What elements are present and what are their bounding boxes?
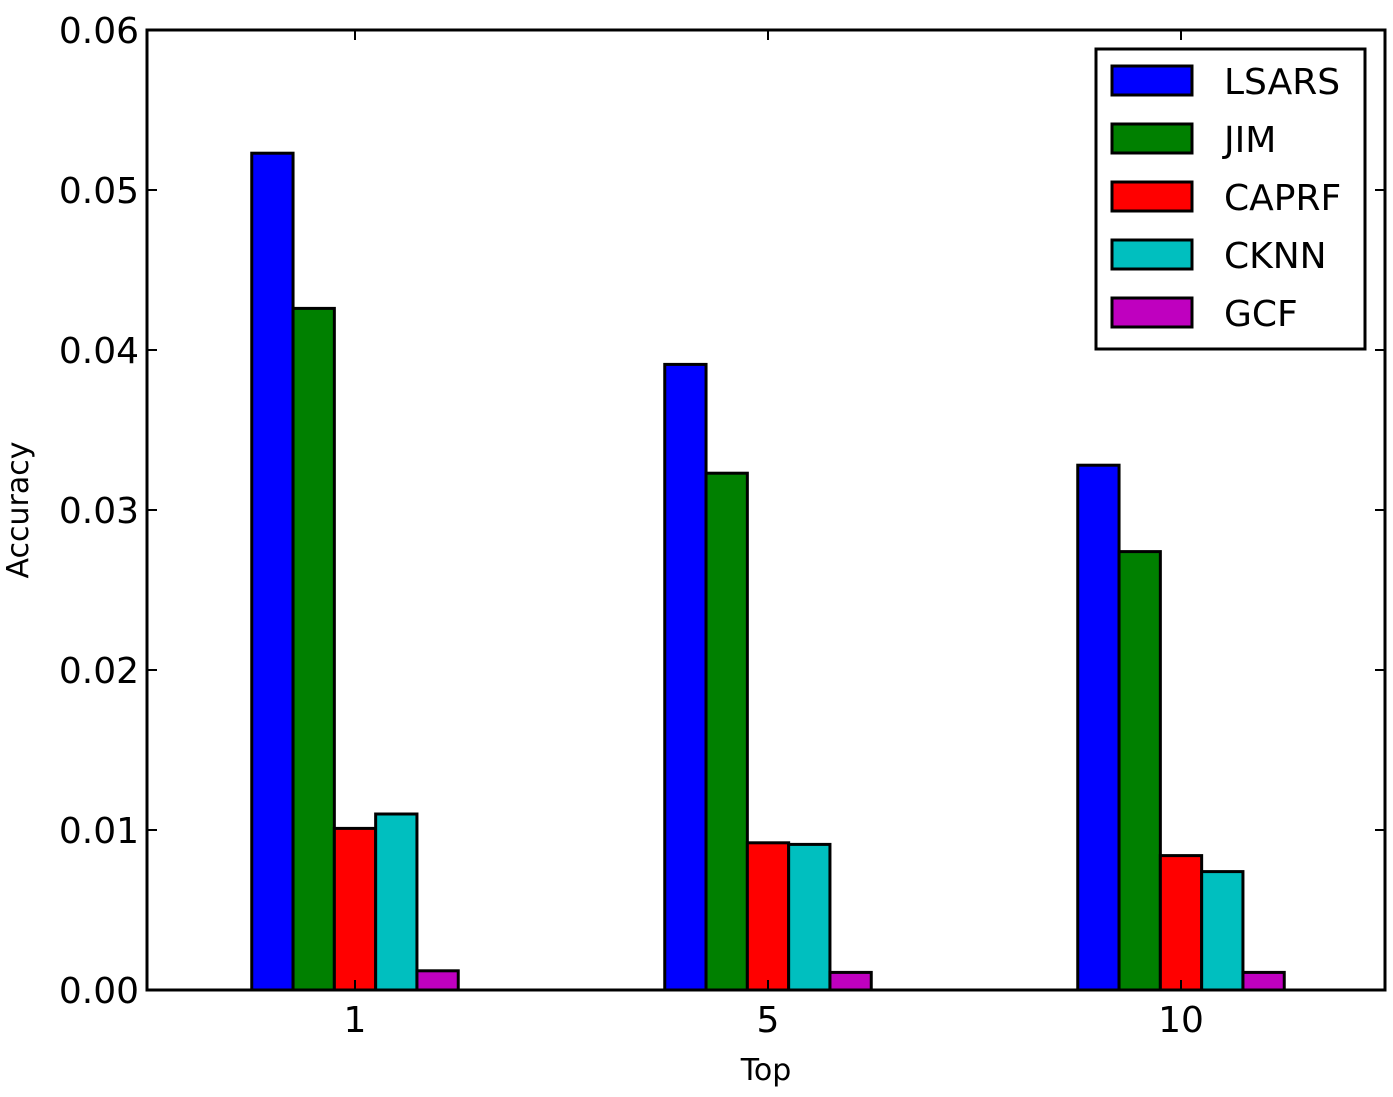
legend: LSARS JIM CAPRF CKNN GCF <box>1094 47 1367 351</box>
y-tick-label: 0.01 <box>59 811 139 852</box>
x-tick-label: 1 <box>344 1000 367 1041</box>
legend-label-jim: JIM <box>1222 120 1276 161</box>
legend-swatch-cknn <box>1110 238 1194 271</box>
bar-gcf-top-10 <box>1241 970 1286 992</box>
y-tick-label: 0.05 <box>59 171 139 212</box>
bar-jim-top-1 <box>291 306 336 992</box>
y-tick-label: 0.04 <box>59 331 139 372</box>
bar-gcf-top-5 <box>828 970 873 992</box>
legend-label-lsars: LSARS <box>1224 62 1340 103</box>
bar-caprf-top-1 <box>332 826 378 992</box>
y-tick-label: 0.03 <box>59 491 139 532</box>
legend-label-caprf: CAPRF <box>1224 178 1341 219</box>
x-tick-label: 10 <box>1158 1000 1204 1041</box>
bar-jim-top-5 <box>704 471 749 992</box>
bar-cknn-top-5 <box>787 842 832 992</box>
bar-gcf-top-1 <box>415 969 460 992</box>
y-tick-label: 0.02 <box>59 651 139 692</box>
ticks-layer: 0.00 0.01 0.02 0.03 0.04 0.05 0.06 1 5 10 <box>59 11 1385 1041</box>
legend-label-gcf: GCF <box>1224 294 1298 335</box>
legend-label-cknn: CKNN <box>1224 236 1327 277</box>
legend-swatch-gcf <box>1110 296 1194 329</box>
bar-lsars-top-10 <box>1076 463 1121 992</box>
bars-layer <box>250 151 1286 992</box>
y-tick-label: 0.00 <box>59 971 139 1012</box>
bar-lsars-top-5 <box>663 362 708 992</box>
legend-swatch-jim <box>1110 122 1194 155</box>
bar-jim-top-10 <box>1117 550 1162 992</box>
y-axis-label: Accuracy <box>1 442 36 579</box>
bar-cknn-top-1 <box>374 812 419 992</box>
legend-swatch-caprf <box>1110 180 1194 213</box>
x-axis-label: Top <box>740 1053 792 1088</box>
x-tick-label: 5 <box>757 1000 780 1041</box>
legend-swatch-lsars <box>1110 64 1194 97</box>
bar-cknn-top-10 <box>1200 870 1245 992</box>
y-tick-label: 0.06 <box>59 11 139 52</box>
bar-caprf-top-5 <box>745 841 791 992</box>
plot-frame <box>145 28 1387 992</box>
bar-lsars-top-1 <box>250 151 295 992</box>
bar-caprf-top-10 <box>1158 854 1204 992</box>
